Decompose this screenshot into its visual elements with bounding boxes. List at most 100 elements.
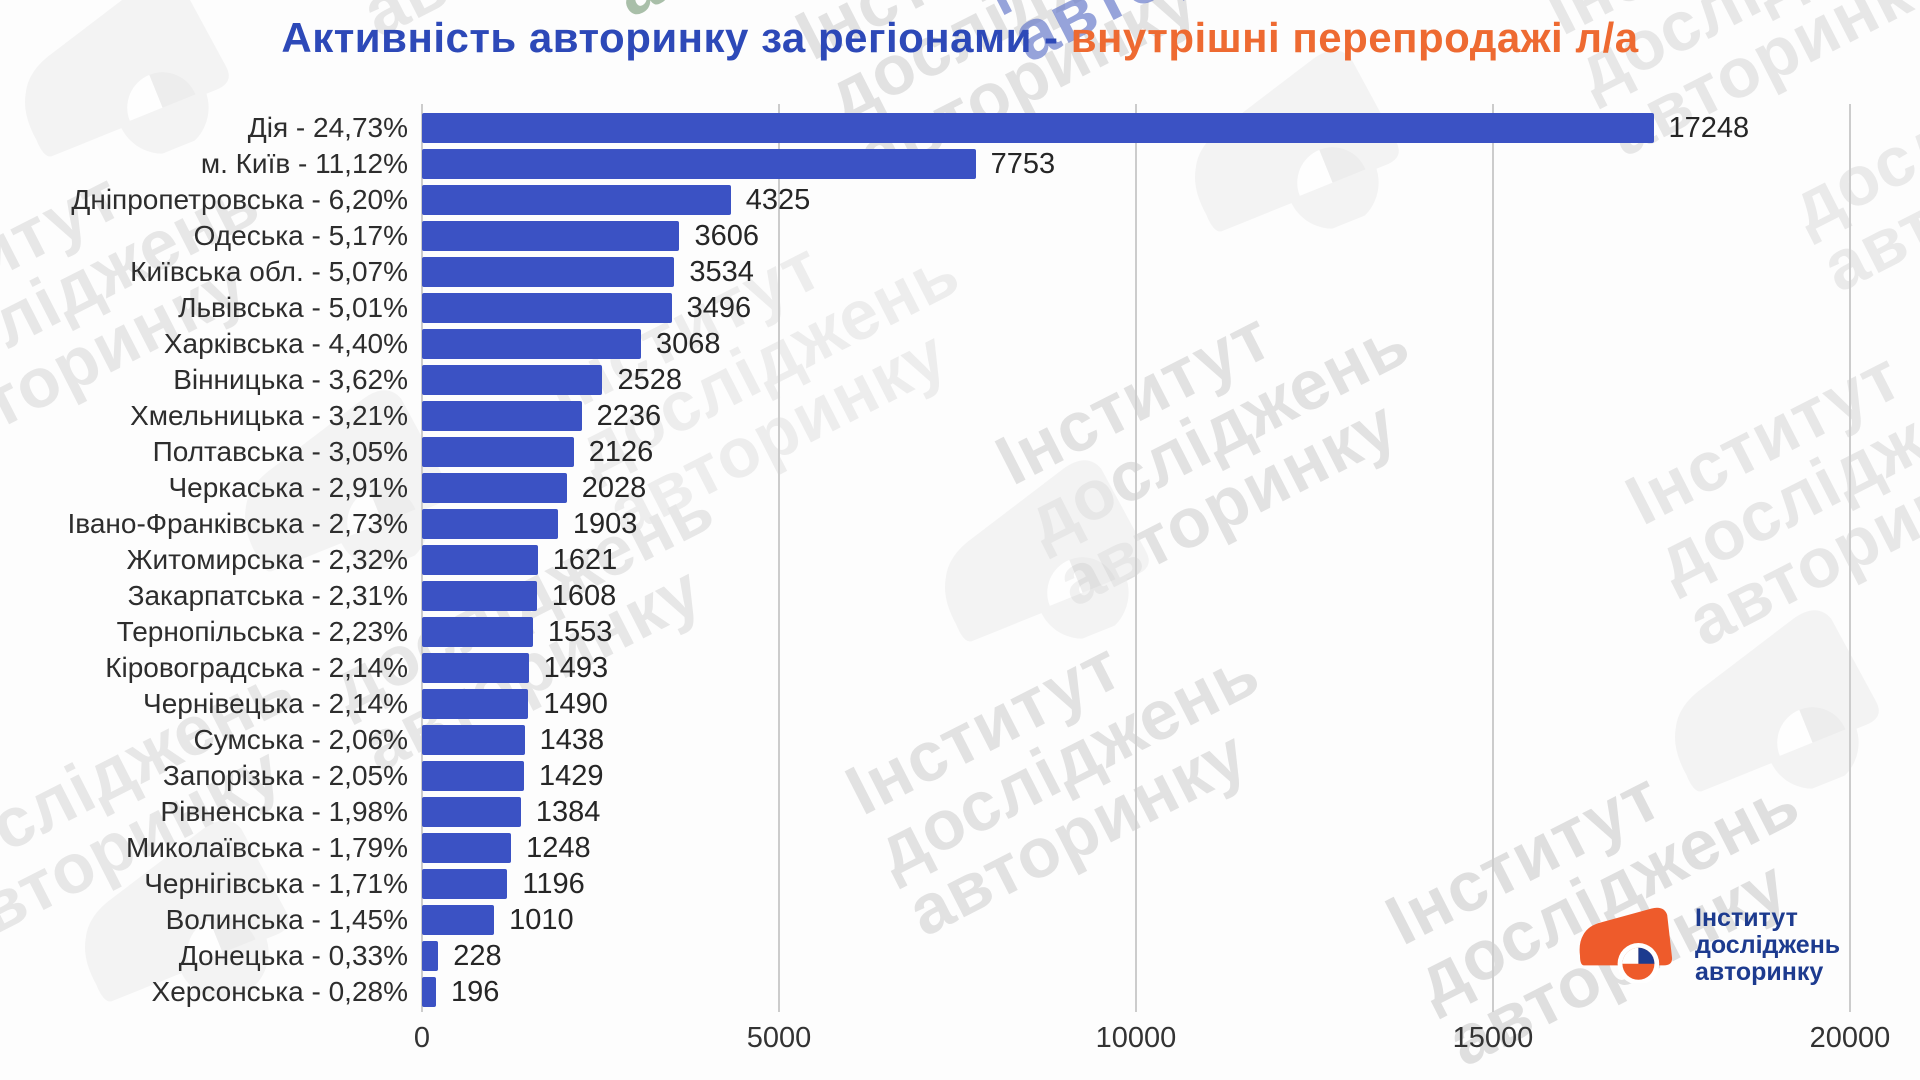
- x-axis-ticks: 0 5000 10000 15000 20000: [414, 1022, 1890, 1062]
- category-label: Житомирська - 2,32%: [126, 544, 408, 575]
- value-label: 3496: [686, 291, 752, 324]
- bar: [422, 149, 976, 179]
- bar: [422, 581, 537, 611]
- value-label: 1196: [522, 867, 585, 900]
- category-label: Тернопільська - 2,23%: [116, 616, 408, 647]
- bar: [422, 905, 495, 935]
- institute-logo-text: Інститут досліджень авторинку: [1695, 905, 1840, 986]
- value-label: 2028: [581, 471, 647, 504]
- chart-title: Активність авторинку за регіонами - внут…: [0, 14, 1920, 62]
- bar-track: 1608: [422, 578, 1920, 614]
- bar-row: Дія - 24,73% 17248: [0, 110, 1920, 146]
- bar: [422, 185, 731, 215]
- value-label: 3606: [694, 219, 759, 252]
- bar-track: 228: [422, 938, 1920, 974]
- category-label: Кіровоградська - 2,14%: [105, 652, 408, 683]
- bar-track: 2126: [422, 434, 1920, 470]
- bar-row: Харківська - 4,40% 3068: [0, 326, 1920, 362]
- bar-row: Чернігівська - 1,71% 1196: [0, 866, 1920, 902]
- bar-track: 1490: [422, 686, 1920, 722]
- bar-track: 1248: [422, 830, 1920, 866]
- bar-track: 1493: [422, 650, 1920, 686]
- gridline: [1849, 104, 1851, 1012]
- bar-track: 3496: [422, 290, 1920, 326]
- bar-row: Кіровоградська - 2,14% 1493: [0, 650, 1920, 686]
- value-label: 1248: [526, 831, 591, 864]
- category-label: Дніпропетровська - 6,20%: [71, 184, 408, 215]
- bar: [422, 761, 525, 791]
- category-label: Миколаївська - 1,79%: [125, 832, 408, 863]
- bar-row: Житомирська - 2,32% 1621: [0, 542, 1920, 578]
- category-label: Херсонська - 0,28%: [151, 976, 408, 1007]
- bar-row: Запорізька - 2,05% 1429: [0, 758, 1920, 794]
- gridline: [1492, 104, 1494, 1012]
- value-label: 3068: [656, 327, 721, 360]
- bar-row: м. Київ - 11,12% 7753: [0, 146, 1920, 182]
- bar-track: 7753: [422, 146, 1920, 182]
- bar: [422, 689, 529, 719]
- bar-track: 1553: [422, 614, 1920, 650]
- bar-track: 3534: [422, 254, 1920, 290]
- category-label: Донецька - 0,33%: [178, 940, 408, 971]
- category-label: Харківська - 4,40%: [163, 328, 408, 359]
- bar-track: 3068: [422, 326, 1920, 362]
- bar: [422, 473, 567, 503]
- bar: [422, 833, 512, 863]
- bar: [422, 437, 574, 467]
- bar-row: Дніпропетровська - 6,20% 4325: [0, 182, 1920, 218]
- category-label: Вінницька - 3,62%: [173, 364, 408, 395]
- bar-row: Тернопільська - 2,23% 1553: [0, 614, 1920, 650]
- x-tick-label: 15000: [1452, 1022, 1534, 1054]
- value-label: 2126: [588, 435, 654, 468]
- bar: [422, 113, 1654, 143]
- bar: [422, 509, 558, 539]
- category-label: Запорізька - 2,05%: [162, 760, 408, 791]
- category-label: Чернівецька - 2,14%: [143, 688, 408, 719]
- category-label: Рівненська - 1,98%: [160, 796, 408, 827]
- bar-row: Івано-Франківська - 2,73% 1903: [0, 506, 1920, 542]
- bar: [422, 365, 603, 395]
- logo-line-1: Інститут: [1695, 904, 1798, 932]
- bar-track: 1438: [422, 722, 1920, 758]
- bar-row: Хмельницька - 3,21% 2236: [0, 398, 1920, 434]
- value-label: 2528: [617, 363, 682, 396]
- bar-row: Вінницька - 3,62% 2528: [0, 362, 1920, 398]
- bar-track: 1196: [422, 866, 1920, 902]
- bar: [422, 797, 521, 827]
- value-label: 17248: [1668, 111, 1750, 144]
- bar: [422, 545, 538, 575]
- bar-track: 2028: [422, 470, 1920, 506]
- value-label: 7753: [990, 147, 1056, 180]
- bar-track: 1621: [422, 542, 1920, 578]
- category-label: Полтавська - 3,05%: [152, 436, 408, 467]
- bar: [422, 221, 680, 251]
- value-label: 228: [453, 939, 502, 972]
- bar-track: 4325: [422, 182, 1920, 218]
- chart-title-orange: внутрішні перепродажі л/а: [1070, 14, 1639, 61]
- bar-track: 3606: [422, 218, 1920, 254]
- institute-logo: Інститут досліджень авторинку: [1576, 903, 1840, 988]
- category-label: Сумська - 2,06%: [193, 724, 408, 755]
- category-label: Львівська - 5,01%: [178, 292, 408, 323]
- bar-row: Чернівецька - 2,14% 1490: [0, 686, 1920, 722]
- x-tick-label: 5000: [746, 1022, 812, 1054]
- bar-row: Київська обл. - 5,07% 3534: [0, 254, 1920, 290]
- value-label: 1608: [551, 579, 617, 612]
- bar-row: Закарпатська - 2,31% 1608: [0, 578, 1920, 614]
- bar-track: 17248: [422, 110, 1920, 146]
- value-label: 1384: [535, 795, 601, 828]
- bar-track: 196: [422, 974, 1920, 1010]
- value-label: 1553: [547, 615, 613, 648]
- gridline: [778, 104, 780, 1012]
- value-label: 1903: [572, 507, 638, 540]
- chart-title-blue: Активність авторинку за регіонами -: [281, 14, 1071, 61]
- bar: [422, 725, 525, 755]
- category-label: Закарпатська - 2,31%: [127, 580, 408, 611]
- logo-line-2: досліджень: [1695, 931, 1841, 959]
- value-label: 1438: [539, 723, 605, 756]
- value-label: 4325: [745, 183, 811, 216]
- value-label: 1493: [543, 651, 609, 684]
- bar-row: Рівненська - 1,98% 1384: [0, 794, 1920, 830]
- category-label: Черкаська - 2,91%: [168, 472, 408, 503]
- category-label: Київська обл. - 5,07%: [130, 256, 408, 287]
